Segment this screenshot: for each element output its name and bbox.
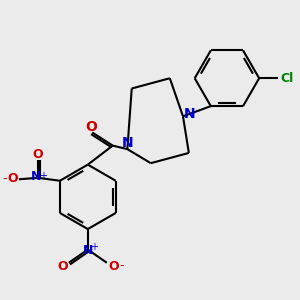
Text: O: O	[85, 120, 97, 134]
Text: N: N	[122, 136, 133, 150]
Text: N: N	[31, 170, 42, 183]
Text: N: N	[82, 244, 93, 257]
Text: -: -	[119, 259, 124, 272]
Text: +: +	[39, 171, 47, 182]
Text: N: N	[184, 107, 195, 121]
Text: +: +	[90, 242, 98, 252]
Text: O: O	[7, 172, 18, 185]
Text: O: O	[108, 260, 119, 273]
Text: O: O	[33, 148, 43, 161]
Text: O: O	[57, 260, 68, 273]
Text: Cl: Cl	[280, 72, 294, 85]
Text: -: -	[2, 172, 7, 185]
